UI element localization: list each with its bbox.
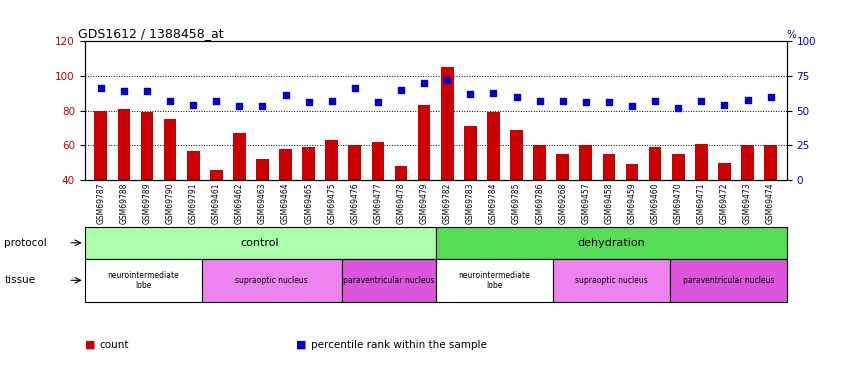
Text: ■: ■ bbox=[296, 340, 310, 350]
Bar bbox=[510, 130, 523, 180]
Point bbox=[279, 92, 293, 98]
Bar bbox=[342, 259, 436, 302]
Bar bbox=[741, 146, 754, 180]
Point bbox=[140, 88, 154, 94]
Bar bbox=[672, 154, 684, 180]
Bar bbox=[326, 140, 338, 180]
Bar bbox=[187, 150, 200, 180]
Text: percentile rank within the sample: percentile rank within the sample bbox=[311, 340, 487, 350]
Bar bbox=[201, 259, 342, 302]
Bar bbox=[436, 227, 787, 259]
Text: ■: ■ bbox=[85, 340, 99, 350]
Bar bbox=[302, 147, 315, 180]
Point bbox=[764, 94, 777, 100]
Bar bbox=[395, 166, 408, 180]
Text: neurointermediate
lobe: neurointermediate lobe bbox=[459, 271, 530, 290]
Text: control: control bbox=[241, 238, 279, 248]
Bar bbox=[718, 163, 731, 180]
Point bbox=[717, 102, 731, 108]
Point bbox=[394, 87, 408, 93]
Bar bbox=[210, 170, 222, 180]
Point bbox=[325, 98, 338, 104]
Point bbox=[302, 99, 316, 105]
Point bbox=[533, 98, 547, 104]
Point bbox=[417, 80, 431, 86]
Point bbox=[672, 105, 685, 111]
Bar bbox=[118, 109, 130, 180]
Point bbox=[186, 102, 200, 108]
Bar bbox=[580, 146, 592, 180]
Bar bbox=[85, 259, 201, 302]
Bar bbox=[557, 154, 569, 180]
Point bbox=[579, 99, 592, 105]
Bar bbox=[233, 133, 245, 180]
Point bbox=[348, 86, 361, 92]
Point bbox=[602, 99, 616, 105]
Text: %: % bbox=[787, 30, 797, 40]
Bar bbox=[256, 159, 269, 180]
Bar bbox=[140, 112, 153, 180]
Bar bbox=[371, 142, 384, 180]
Bar bbox=[649, 147, 662, 180]
Text: count: count bbox=[100, 340, 129, 350]
Point bbox=[695, 98, 708, 104]
Bar bbox=[487, 112, 500, 180]
Bar bbox=[764, 146, 777, 180]
Point bbox=[371, 99, 385, 105]
Bar bbox=[626, 164, 639, 180]
Point bbox=[441, 77, 454, 83]
Text: neurointermediate
lobe: neurointermediate lobe bbox=[107, 271, 179, 290]
Text: paraventricular nucleus: paraventricular nucleus bbox=[683, 276, 774, 285]
Bar bbox=[533, 146, 546, 180]
Text: protocol: protocol bbox=[4, 238, 47, 248]
Bar bbox=[670, 259, 787, 302]
Bar bbox=[441, 67, 453, 180]
Point bbox=[648, 98, 662, 104]
Point bbox=[486, 90, 500, 96]
Point bbox=[163, 98, 177, 104]
Point bbox=[210, 98, 223, 104]
Bar bbox=[418, 105, 431, 180]
Bar bbox=[349, 146, 361, 180]
Bar bbox=[85, 227, 436, 259]
Text: supraoptic nucleus: supraoptic nucleus bbox=[575, 276, 647, 285]
Bar bbox=[552, 259, 670, 302]
Point bbox=[94, 86, 107, 92]
Point bbox=[556, 98, 569, 104]
Text: paraventricular nucleus: paraventricular nucleus bbox=[343, 276, 435, 285]
Bar bbox=[602, 154, 615, 180]
Bar bbox=[695, 144, 707, 180]
Bar bbox=[464, 126, 476, 180]
Point bbox=[117, 88, 130, 94]
Text: GDS1612 / 1388458_at: GDS1612 / 1388458_at bbox=[78, 27, 223, 40]
Point bbox=[464, 91, 477, 97]
Point bbox=[510, 94, 524, 100]
Bar bbox=[436, 259, 552, 302]
Point bbox=[255, 104, 269, 110]
Text: tissue: tissue bbox=[4, 275, 36, 285]
Bar bbox=[279, 149, 292, 180]
Point bbox=[233, 104, 246, 110]
Text: dehydration: dehydration bbox=[577, 238, 645, 248]
Point bbox=[741, 96, 755, 102]
Text: supraoptic nucleus: supraoptic nucleus bbox=[235, 276, 308, 285]
Bar bbox=[95, 111, 107, 180]
Bar bbox=[164, 119, 177, 180]
Point bbox=[625, 104, 639, 110]
